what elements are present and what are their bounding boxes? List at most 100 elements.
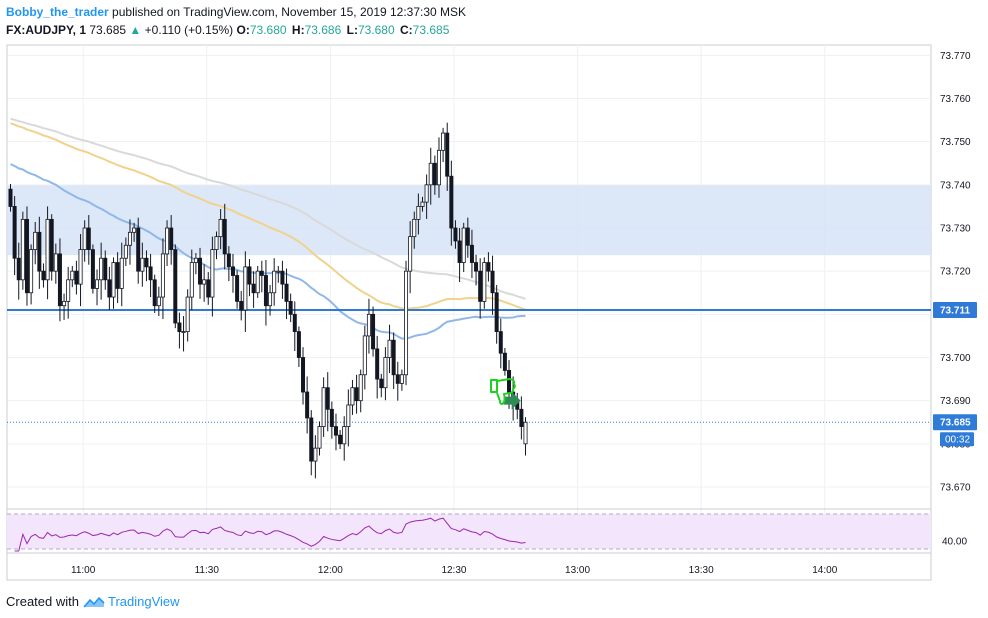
candle-body	[255, 270, 260, 294]
candle-body	[507, 370, 512, 393]
candle-body	[457, 240, 462, 263]
rsi-line	[14, 517, 526, 552]
countdown-label: 00:32	[945, 435, 970, 446]
candle-body	[259, 270, 264, 276]
candle-body	[103, 257, 108, 281]
candle-body	[276, 270, 281, 273]
candle-body	[342, 426, 347, 445]
price-tick-label: 73.700	[940, 353, 971, 364]
author-name[interactable]: Bobby_the_trader	[6, 5, 109, 19]
candle-body	[230, 266, 235, 276]
candle-body	[408, 236, 413, 272]
candle-body	[251, 283, 256, 294]
candle-body	[288, 300, 293, 315]
candle-body	[185, 296, 190, 333]
candle-body	[90, 249, 95, 289]
price-tick-label: 73.760	[940, 94, 971, 105]
candle-body	[136, 227, 141, 272]
candle-body	[41, 270, 46, 281]
time-tick-label: 11:00	[71, 565, 96, 576]
time-tick-label: 14:00	[812, 565, 837, 576]
countdown-bg	[940, 432, 974, 447]
time-tick-label: 13:30	[689, 565, 714, 576]
candle-body	[132, 227, 137, 233]
moving-averages	[10, 117, 526, 340]
price-tick-label: 73.750	[940, 137, 971, 148]
annotations	[490, 378, 521, 410]
candle-body	[160, 253, 165, 298]
last-price-text: 73.685	[89, 23, 127, 37]
candle-body	[202, 279, 207, 285]
candle-body	[494, 292, 499, 333]
candle-body	[502, 352, 507, 371]
candle-body	[57, 253, 62, 307]
candle-body	[284, 283, 289, 302]
candle-body	[428, 162, 433, 186]
price-tick-label: 73.770	[940, 51, 971, 62]
open-value: 73.680	[249, 23, 287, 37]
rsi-tick-label: 40.00	[942, 537, 967, 548]
candle-body	[33, 231, 38, 250]
candle-body	[177, 322, 182, 333]
time-axis[interactable]: 11:00 11:30 12:00 12:30 13:00 13:30 14:00	[71, 565, 838, 576]
candle-body	[198, 257, 203, 285]
candle-body	[53, 253, 58, 272]
candle-body	[218, 218, 223, 238]
candle-body	[214, 236, 219, 250]
candle-body	[156, 296, 161, 307]
tradingview-link[interactable]: TradingView	[107, 594, 180, 609]
candle-body	[432, 162, 437, 186]
candle-body	[78, 249, 83, 285]
candle-body	[247, 266, 252, 285]
close-value: 73.685	[412, 23, 450, 37]
symbol-label: FX:AUDJPY, 1	[6, 23, 87, 37]
candle-body	[469, 244, 474, 263]
candle-body	[490, 270, 495, 294]
created-text: Created with	[6, 594, 79, 609]
candle-body	[387, 339, 392, 358]
symbol-legend: FX:AUDJPY, 1 73.685 ▲ +0.110 (+0.15%) O:…	[6, 23, 451, 37]
candle-body	[375, 348, 380, 380]
high-label: H:	[291, 23, 305, 37]
candle-body	[436, 149, 441, 186]
candle-body	[235, 275, 240, 302]
candle-body	[416, 206, 421, 220]
candle-body	[461, 227, 466, 263]
candle-body	[383, 357, 388, 389]
last-price-tag: 73.685	[940, 418, 971, 429]
low-value: 73.680	[357, 23, 395, 37]
candle-body	[189, 262, 194, 298]
candle-body	[20, 218, 25, 281]
grid-lines	[7, 45, 931, 553]
candle-body	[354, 387, 359, 402]
publish-info: Bobby_the_trader published on TradingVie…	[6, 5, 466, 19]
high-value: 73.686	[304, 23, 342, 37]
candle-body	[391, 339, 396, 376]
price-tick-label: 73.670	[940, 482, 971, 493]
candle-body	[86, 227, 91, 250]
candle-body	[321, 387, 326, 427]
candle-body	[173, 249, 178, 324]
candle-body	[263, 275, 268, 307]
candle-body	[24, 218, 29, 294]
candle-body	[206, 279, 211, 298]
candle-body	[346, 404, 351, 427]
price-axis[interactable]: 73.770 73.760 73.750 73.740 73.730 73.720 73.7…	[933, 51, 977, 548]
candle-body	[29, 249, 34, 294]
thumbs-down-icon[interactable]	[490, 378, 516, 405]
candle-body	[127, 231, 132, 246]
candle-body	[333, 426, 338, 436]
candle-body	[210, 249, 215, 298]
candle-body	[222, 218, 227, 255]
right-arrow-icon[interactable]	[503, 391, 521, 410]
candle-body	[45, 218, 50, 281]
candle-body	[412, 218, 417, 238]
candle-body	[292, 313, 297, 333]
low-label: L:	[346, 23, 358, 37]
candle-body	[82, 227, 87, 250]
candle-body	[99, 257, 104, 281]
candle-body	[420, 201, 425, 207]
candle-body	[366, 313, 371, 337]
candle-body	[301, 357, 306, 393]
